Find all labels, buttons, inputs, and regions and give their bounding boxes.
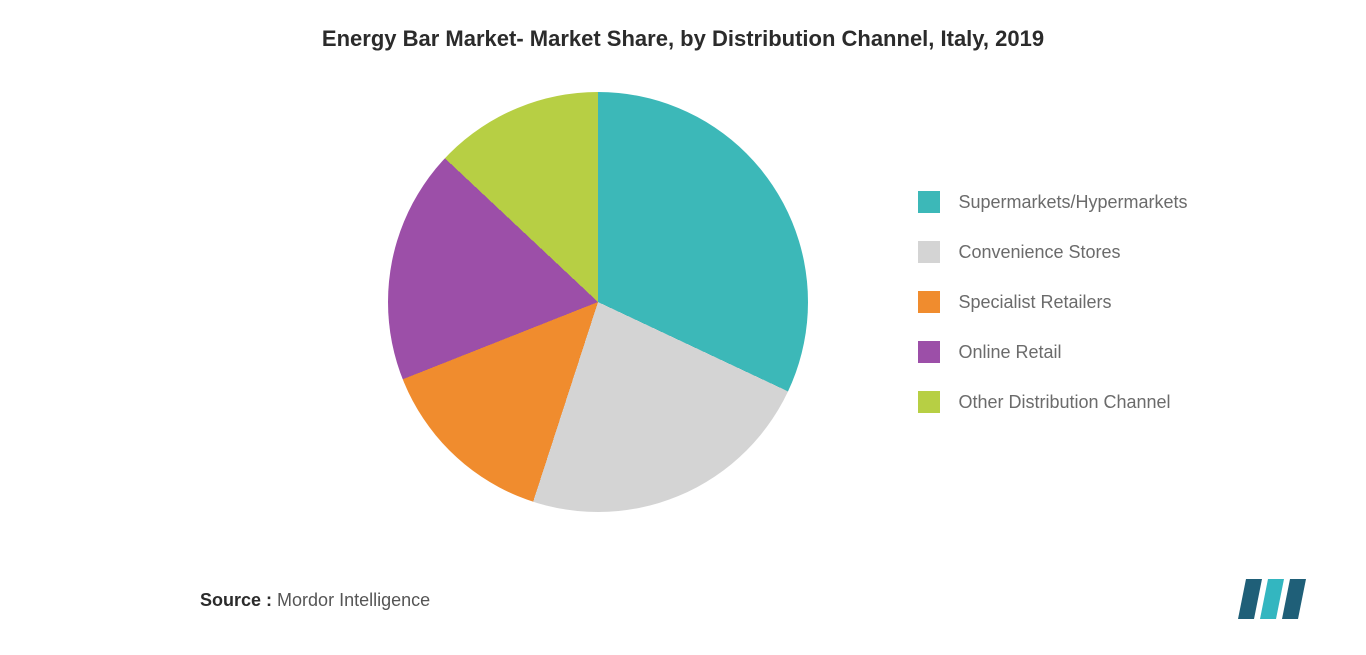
legend-item: Convenience Stores xyxy=(918,241,1187,263)
chart-container: Energy Bar Market- Market Share, by Dist… xyxy=(0,0,1366,655)
legend-label: Supermarkets/Hypermarkets xyxy=(958,192,1187,213)
source-attribution: Source : Mordor Intelligence xyxy=(200,590,430,611)
pie-chart xyxy=(388,92,808,512)
legend-swatch xyxy=(918,341,940,363)
legend: Supermarkets/Hypermarkets Convenience Sto… xyxy=(918,163,1187,441)
legend-item: Online Retail xyxy=(918,341,1187,363)
legend-swatch xyxy=(918,291,940,313)
legend-swatch xyxy=(918,241,940,263)
legend-item: Specialist Retailers xyxy=(918,291,1187,313)
legend-label: Online Retail xyxy=(958,342,1061,363)
legend-swatch xyxy=(918,191,940,213)
legend-label: Other Distribution Channel xyxy=(958,392,1170,413)
chart-title: Energy Bar Market- Market Share, by Dist… xyxy=(40,26,1326,52)
source-name: Mordor Intelligence xyxy=(277,590,430,610)
source-prefix: Source : xyxy=(200,590,272,610)
pie-graphic xyxy=(388,92,808,512)
chart-content: Supermarkets/Hypermarkets Convenience Sto… xyxy=(40,92,1326,512)
legend-label: Specialist Retailers xyxy=(958,292,1111,313)
legend-swatch xyxy=(918,391,940,413)
brand-logo-icon xyxy=(1236,577,1316,625)
legend-label: Convenience Stores xyxy=(958,242,1120,263)
legend-item: Supermarkets/Hypermarkets xyxy=(918,191,1187,213)
legend-item: Other Distribution Channel xyxy=(918,391,1187,413)
